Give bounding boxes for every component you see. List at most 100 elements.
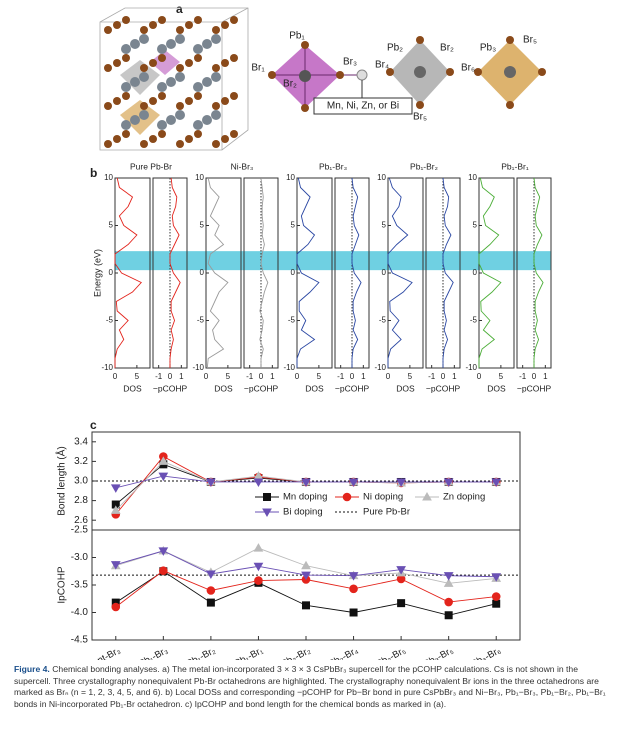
atom [139,34,149,44]
legend-label: Ni doping [363,492,403,503]
atom [194,130,202,138]
legend-label: Bi doping [283,507,323,518]
panel-label: b [90,166,97,180]
legend-marker [263,493,271,501]
pcohp-curve [259,177,269,368]
atom [122,130,130,138]
marker [444,597,453,607]
atom [221,135,229,143]
atom [202,77,212,87]
x-tick-label: Pb₂-Br₄ [327,645,360,660]
atom [149,21,157,29]
atom-label: Br₅ [523,35,537,46]
x-tick-label: 5 [499,372,504,381]
pcohp-curve [533,177,544,368]
y-tick-label: -5 [379,316,387,325]
x-tick-label: 5 [317,372,322,381]
pcohp-curve [351,177,362,368]
x-tick-label: 5 [226,372,231,381]
x-tick-label: Pb₂-Br₅ [374,645,407,660]
marker [492,599,501,608]
axes-frame [114,177,151,369]
atom [211,72,221,82]
atom [185,21,193,29]
atom [140,26,148,34]
marker [158,472,169,482]
marker [349,584,358,594]
marker [110,505,121,514]
marker [110,561,121,570]
y-tick-label: -2.5 [71,525,89,536]
atom [194,92,202,100]
x-axis-label: DOS [305,383,324,393]
y-tick-label: 0 [382,268,387,277]
axes-frame [205,177,242,369]
marker [158,547,169,556]
x-tick-label: -1 [519,372,527,381]
y-tick-label: -5 [470,316,478,325]
marker [491,592,501,601]
y-tick-label: 5 [200,221,205,230]
atom [185,59,193,67]
marker [253,543,264,552]
atom-label: Pb₃ [480,43,496,54]
atom [175,110,185,120]
atom [212,64,220,72]
x-axis-label: −pCOHP [153,383,188,393]
atom [176,64,184,72]
atom-label: Pb₁ [289,31,305,42]
marker [397,599,406,608]
y-tick-label: 3.4 [74,436,88,447]
pcohp-curve [169,177,181,368]
caption-label: Figure 4. [14,664,50,674]
x-axis-label: −pCOHP [244,383,279,393]
atom [130,39,140,49]
atom [176,102,184,110]
marker [443,478,454,487]
atom [158,130,166,138]
y-tick-label: 2.8 [74,495,88,506]
caption: Figure 4. Chemical bonding analyses. a) … [14,664,614,710]
x-tick-label: 1 [361,372,366,381]
atom [113,97,121,105]
marker [443,572,454,581]
marker [443,578,454,587]
marker [396,478,406,487]
y-tick-label: 5 [382,221,387,230]
x-axis-label: DOS [214,383,233,393]
y-tick-label: -5 [106,316,114,325]
highlight-band [115,251,551,271]
panel-title: Pb₁-Br₁ [501,161,529,171]
atom [175,34,185,44]
atom-label: Br₁ [251,63,265,74]
atom-label: Pb₂ [387,43,403,54]
atom [194,16,202,24]
y-tick-label: -3.5 [71,580,89,591]
atom [212,102,220,110]
x-tick-label: 0 [168,372,173,381]
panel-title: Pb₁-Br₃ [319,161,347,171]
y-axis-label: IpCOHP [57,566,68,604]
marker [301,478,311,487]
x-axis-label: DOS [487,383,506,393]
atom [230,16,238,24]
atom [130,115,140,125]
marker [254,576,263,585]
y-tick-label: -3.0 [71,552,89,563]
y-tick-label: -10 [465,363,477,372]
atom [104,26,112,34]
atom [157,82,167,92]
x-tick-label: Pb₃-Br₆ [469,645,503,660]
y-tick-label: 10 [286,173,295,182]
atom [149,97,157,105]
x-tick-label: 0 [259,372,264,381]
marker [348,572,359,581]
y-tick-label: -10 [101,363,113,372]
x-tick-label: 0 [113,372,118,381]
atom [140,102,148,110]
x-tick-label: Dopant-Br₃ [76,645,123,660]
atom [139,72,149,82]
atom [104,64,112,72]
x-tick-label: Pb₂-Br₂ [279,645,312,660]
atom [193,82,203,92]
